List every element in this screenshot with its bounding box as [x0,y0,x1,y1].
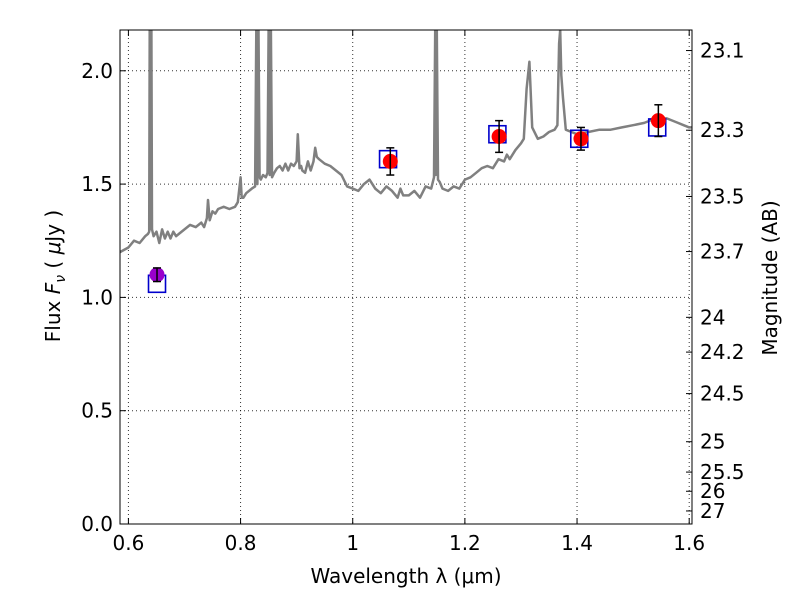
y-tick-label: 0.0 [81,512,113,536]
right-tick-label: 27 [700,499,725,523]
right-tick-label: 26 [700,479,725,503]
plot-frame [119,29,693,525]
x-tick-label: 1.6 [673,531,705,555]
right-tick-label: 25.5 [700,460,745,484]
right-tick-label: 24.5 [700,382,745,406]
y-tick-label: 2.0 [81,59,113,83]
x-axis-title: Wavelength λ (μm) [310,564,501,588]
x-tick-label: 0.6 [113,531,145,555]
y-axis-title-part: Jy ) [41,210,65,244]
right-tick-label: 25 [700,430,725,454]
x-tick-label: 1.4 [561,531,593,555]
right-tick-label: 24.2 [700,340,745,364]
right-axis-title: Magnitude (AB) [758,200,782,355]
y-axis-title-part: F [41,282,65,294]
y-tick-label: 1.0 [81,285,113,309]
y-axis-title-part: ν [53,275,69,283]
right-tick-label: 24 [700,305,725,329]
axes: 0.6 0.8 1 1.2 1.4 1.6 0.0 0.5 1.0 1.5 2.0 23.1 23.3 2… [81,30,745,555]
model-spectrum-line [120,30,692,254]
y-axis-title-part: μ [41,242,65,256]
y-tick-label: 1.5 [81,172,113,196]
x-tick-label: 0.8 [225,531,257,555]
right-tick-label: 23.5 [700,184,745,208]
x-tick-label: 1.2 [449,531,481,555]
grid-lines [120,30,692,525]
y-axis-title: Flux Fν ( μJy ) [41,210,69,342]
y-axis-title-part: ( [41,254,65,275]
right-tick-label: 23.1 [700,39,745,63]
plot-content [120,30,692,294]
right-tick-label: 23.7 [700,240,745,264]
x-tick-label: 1 [346,531,359,555]
right-tick-label: 23.3 [700,118,745,142]
y-tick-label: 0.5 [81,399,113,423]
y-axis-title-part: Flux [41,294,65,342]
